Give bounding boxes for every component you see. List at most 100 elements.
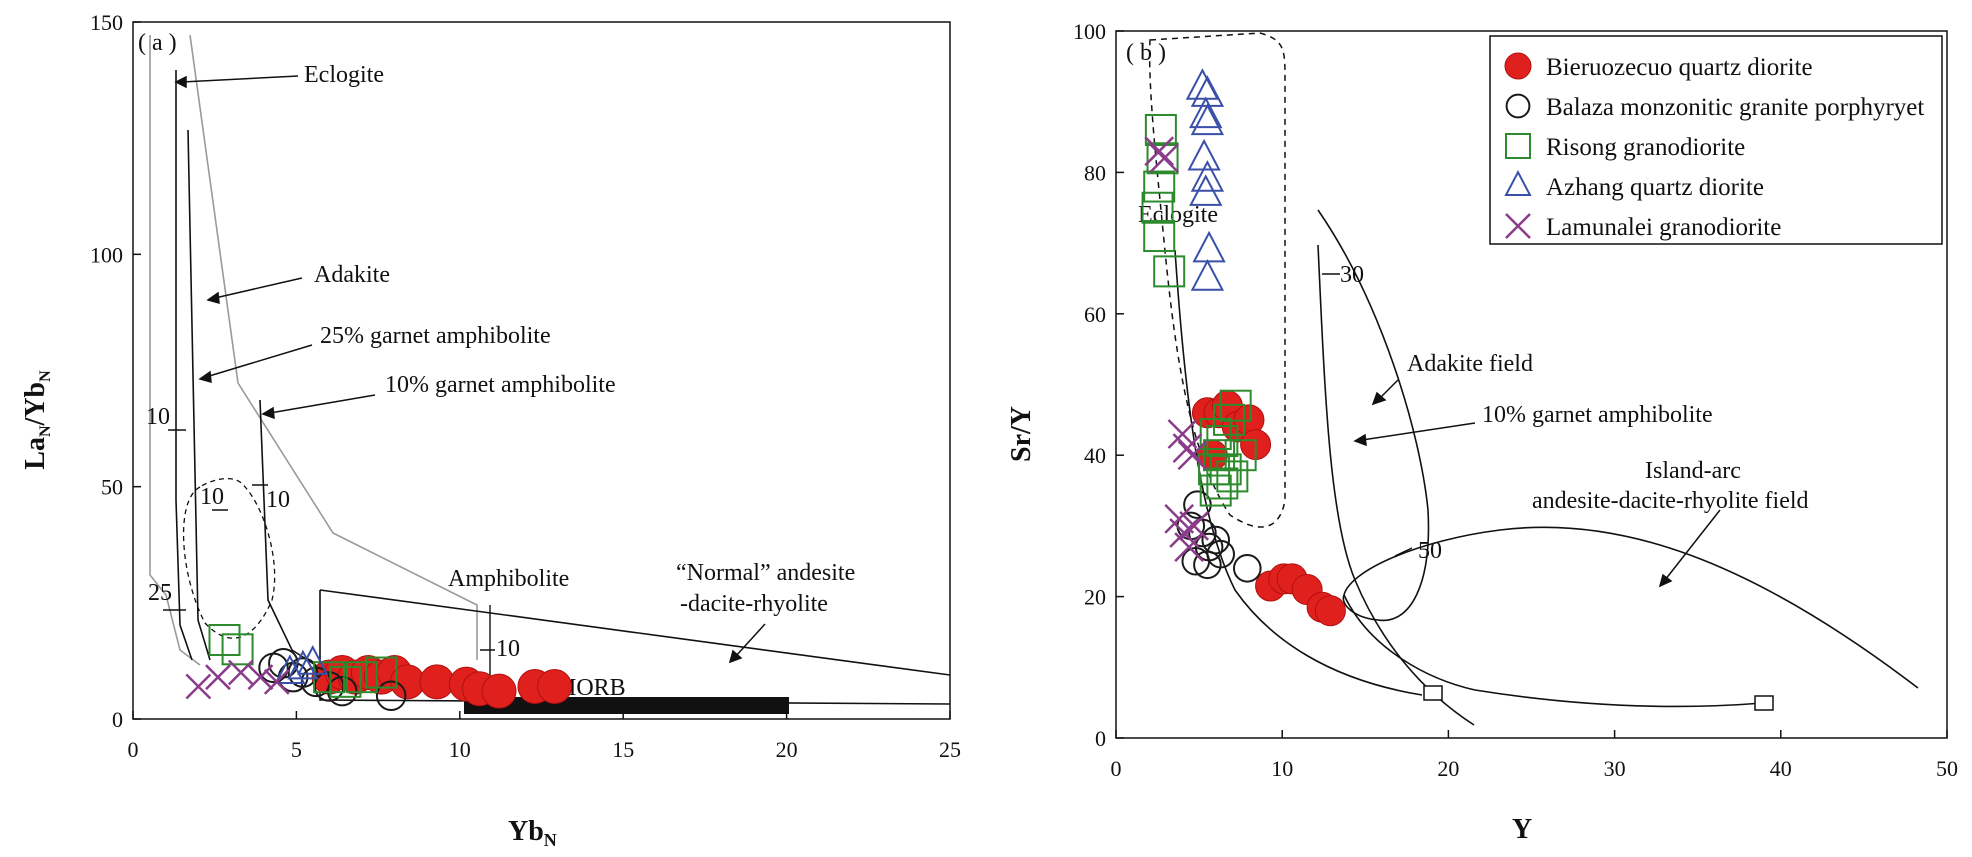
legend-marker-bieruozecuo-quartz-diorite [1504,52,1532,80]
x-tick-label: 30 [1604,756,1626,781]
data-point [1177,440,1208,471]
xlabel-a-sub: N [544,830,557,850]
y-tick-label: 20 [1084,585,1106,610]
data-point [247,664,274,691]
adakite-field-label: Adakite field [1407,351,1533,377]
envelope-right-gray-curve [189,34,478,660]
data-point [481,673,517,709]
data-point [375,680,407,712]
normal-arrowhead [728,649,743,664]
panel-b-points [1141,68,1346,627]
adakite-field-boundary [1317,209,1919,689]
data-point [205,664,231,691]
data-point [1187,138,1221,171]
garnet-amphibolite-10-curve-b [1317,244,1475,726]
legend-label-balaza-monzonitic-granite-porphyryet: Balaza monzonitic granite porphyryet [1546,94,1924,121]
eclogite-label-b: Eclogite [1138,202,1218,228]
data-point [1143,220,1176,253]
panel-a-label: ( a ) [138,30,177,56]
y-tick-label: 50 [101,475,123,500]
data-point [287,649,319,680]
tick-50-mark [1394,547,1413,557]
x-tick-label: 25 [939,737,961,762]
legend-box [1489,35,1943,245]
data-point [537,668,573,704]
tick-label-10c: 10 [266,487,290,513]
panel-b: 0 10 20 30 40 50 0 20 40 60 80 100 ( b ) Eclogite A… [1006,19,1958,845]
data-point [345,661,378,694]
data-point [1219,389,1252,422]
x-tick-label: 5 [291,737,302,762]
legend-marker-risong-granodiorite [1505,133,1531,159]
ylabel-a-p2: /Yb [20,382,51,427]
garnet25-label: 25% garnet amphibolite [320,323,551,349]
data-point [1146,142,1179,175]
series-risong-granodiorite [208,624,398,698]
data-point [1314,595,1346,627]
data-point [274,654,306,685]
y-tick-label: 60 [1084,302,1106,327]
y-tick-label: 40 [1084,443,1106,468]
island-arc-label-2: andesite-dacite-rhyolite field [1532,488,1809,514]
tick-label-10a: 10 [146,404,170,430]
tick-label-25: 25 [148,580,172,606]
panel-a-points [185,624,573,712]
garnet10-arrowhead [261,406,275,420]
data-point [1141,191,1174,224]
series-risong-granodiorite [1141,113,1257,507]
y-tick-label: 100 [1073,19,1106,44]
data-point [1190,259,1225,291]
normal-andesite-label-1: “Normal” andesite [676,560,855,586]
panel-a-axes: 0 5 10 15 20 25 0 50 100 150 [90,10,961,762]
eclogite-melting-curve-b [1174,249,1423,696]
end-square-1 [1423,685,1443,701]
island-arc-arrow [1664,509,1721,581]
adakite-field-arrowhead [1371,391,1387,406]
panel-b-tick-marks [1322,273,1413,557]
garnet25-arrowhead [198,370,212,384]
data-point [1172,433,1203,464]
x-tick-label: 0 [128,737,139,762]
legend-marker-lamunalei-granodiorite [1505,213,1531,239]
x-tick-label: 20 [1437,756,1459,781]
y-tick-label: 100 [90,242,123,267]
panel-b-arrows [1353,379,1721,588]
amphibolite-label: Amphibolite [448,566,569,592]
garnet10-arrow-b-head [1353,433,1367,447]
data-point [208,624,241,657]
adakite-melting-curve [187,129,211,661]
normal-arrow [734,623,766,658]
data-point [1143,170,1176,203]
panel-a-arrows [174,75,766,664]
data-point [1232,554,1262,583]
data-point [1190,103,1225,136]
panel-b-frame [1115,30,1948,739]
x-tick-label: 20 [776,737,798,762]
data-point [227,659,254,686]
panel-a-ylabel: LaN/YbN [20,370,54,470]
tick-label-30: 30 [1340,262,1364,288]
legend-label-azhang-quartz-diorite: Azhang quartz diorite [1546,174,1764,201]
data-point [1192,230,1226,263]
data-point [313,661,346,694]
normal-andesite-field-top [319,589,951,676]
garnet10-label-a: 10% garnet amphibolite [385,372,616,398]
data-point [326,675,358,707]
data-point [1144,136,1175,167]
panel-b-ylabel: Sr/Y [1006,406,1037,462]
end-square-2 [1754,695,1774,711]
legend-label-risong-granodiorite: Risong granodiorite [1546,134,1745,161]
x-tick-label: 10 [1271,756,1293,781]
data-point [365,656,398,689]
data-point [1193,550,1222,580]
adakite-arrow [214,277,303,299]
legend-marker-balaza-monzonitic-granite-porphyryet [1505,93,1531,119]
y-tick-label: 0 [112,707,123,732]
panel-a-frame [132,21,951,720]
y-tick-label: 0 [1095,726,1106,751]
legend: Bieruozecuo quartz diorite Balaza monzoni… [1489,35,1943,245]
data-point [1149,143,1180,174]
series-balaza-monzonitic-granite-porphyryet [1176,490,1262,583]
y-tick-label: 150 [90,10,123,35]
